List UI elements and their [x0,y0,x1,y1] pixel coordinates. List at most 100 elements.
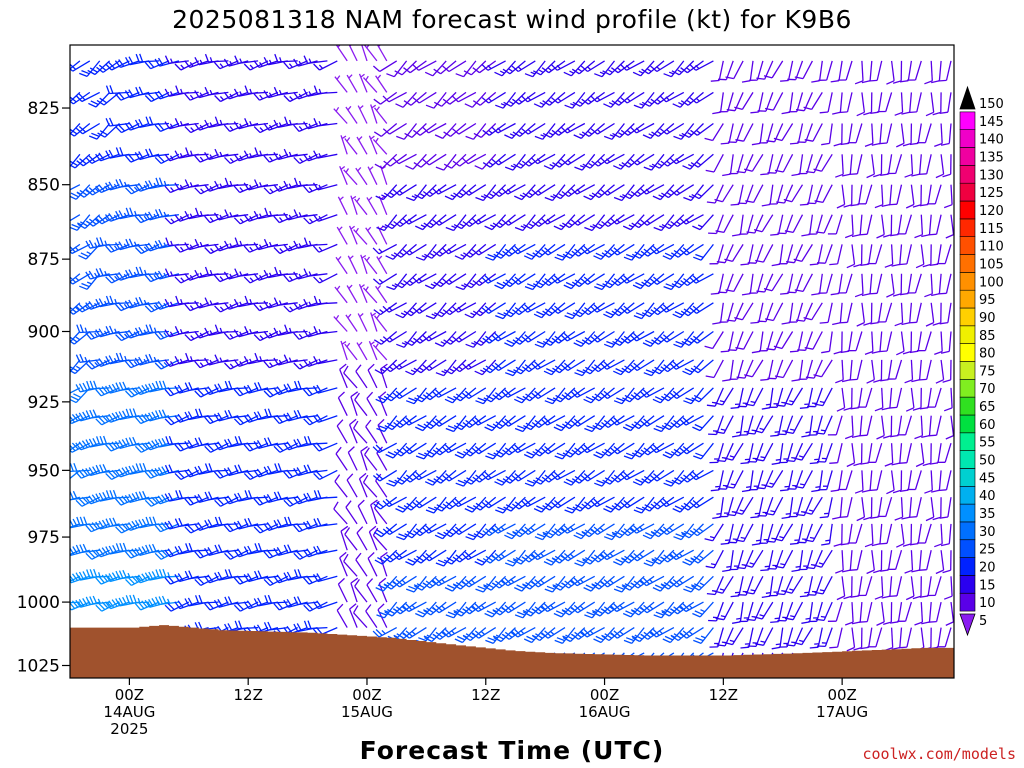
wind-barb [768,184,784,205]
x-tick-label: 15AUG [341,703,393,721]
wind-barb [603,523,625,541]
wind-barb [363,286,378,304]
wind-barb [425,302,447,320]
wind-barb [681,123,704,138]
wind-barb [85,184,110,196]
wind-barb [213,273,239,283]
wind-barb [758,123,774,144]
wind-barb [931,470,942,493]
wind-barb [590,496,615,508]
wind-barb [868,273,883,295]
wind-barb [661,184,685,199]
wind-barb [554,627,576,645]
wind-barb [482,330,506,344]
y-tick-label: 925 [28,393,60,413]
wind-barb [531,415,556,429]
wind-barb [709,244,724,265]
wind-barb [751,523,764,546]
colorbar-swatch [959,343,976,362]
wind-barb [293,153,318,164]
wind-barb [553,214,576,231]
wind-barb [934,123,943,148]
wind-barb [501,575,526,587]
wind-barb [620,273,645,284]
wind-barb [405,387,427,405]
wind-barb [874,576,884,600]
wind-barb [610,415,635,426]
wind-barb [915,244,925,269]
wind-barb [396,523,418,541]
wind-barb [878,523,893,545]
wind-barb [737,184,754,205]
wind-barb [620,91,645,104]
wind-barb [603,91,625,108]
wind-barb [832,497,843,520]
wind-barb [789,123,804,145]
wind-barb [194,387,219,398]
wind-barb [584,601,606,619]
wind-barb [366,196,378,216]
wind-barb [382,330,407,343]
wind-barb [689,60,714,71]
wind-barb [803,92,823,111]
wind-barb [434,123,457,139]
wind-barb [818,60,833,81]
wind-barb [902,123,913,147]
wind-barb [803,302,823,321]
wind-barb [79,60,101,78]
wind-barb [435,359,457,377]
wind-barb [412,91,437,104]
wind-barb [283,302,308,313]
wind-barb [715,601,734,621]
wind-barb [550,469,576,481]
wind-barb [502,60,526,75]
wind-barb [263,153,289,163]
wind-barb [355,166,368,186]
y-tick-label: 950 [28,461,60,481]
wind-barb [757,496,774,517]
wind-barb [85,330,110,340]
wind-barb [620,523,645,537]
wind-barb [485,442,507,460]
wind-barb [402,214,427,225]
wind-barb [461,387,487,400]
wind-barb [899,273,913,296]
wind-barb [858,601,873,623]
wind-barb [472,469,497,483]
wind-barb [935,550,945,575]
x-tick-label: 12Z [471,686,500,704]
wind-barb [780,60,794,82]
wind-barb [95,415,120,426]
wind-barb [551,122,576,136]
wind-barb [601,601,625,615]
wind-barb [354,579,368,603]
wind-barb [926,387,942,408]
wind-barb [402,601,427,613]
wind-barb [346,473,358,498]
wind-barb [856,497,866,522]
wind-barb [560,153,586,166]
wind-barb [744,359,764,378]
wind-barb [789,331,804,353]
wind-barb [383,549,407,563]
wind-barb [633,91,655,109]
wind-barb [370,499,378,525]
wind-barb [377,418,388,444]
wind-barb [364,45,378,62]
wind-barb [650,469,675,482]
wind-barb [853,443,863,467]
wind-barb [491,523,516,534]
wind-barb [739,214,754,235]
wind-barb [293,122,318,132]
wind-barb [918,359,932,381]
colorbar-swatch [959,307,976,327]
colorbar-swatch [959,485,976,505]
wind-barb [485,627,507,645]
wind-barb [540,601,566,613]
wind-barb [914,214,924,239]
wind-barb [472,60,497,74]
wind-barb [922,244,932,268]
wind-barb [770,415,784,437]
wind-barb [814,387,833,407]
wind-barb [581,91,605,105]
